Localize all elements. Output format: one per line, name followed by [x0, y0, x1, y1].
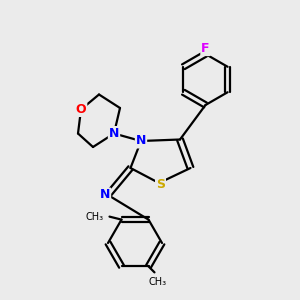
Text: CH₃: CH₃	[85, 212, 103, 222]
Text: N: N	[100, 188, 110, 202]
Text: CH₃: CH₃	[148, 277, 166, 287]
Text: S: S	[156, 178, 165, 191]
Text: F: F	[201, 42, 210, 55]
Text: N: N	[136, 134, 146, 148]
Text: N: N	[109, 127, 119, 140]
Text: O: O	[76, 103, 86, 116]
